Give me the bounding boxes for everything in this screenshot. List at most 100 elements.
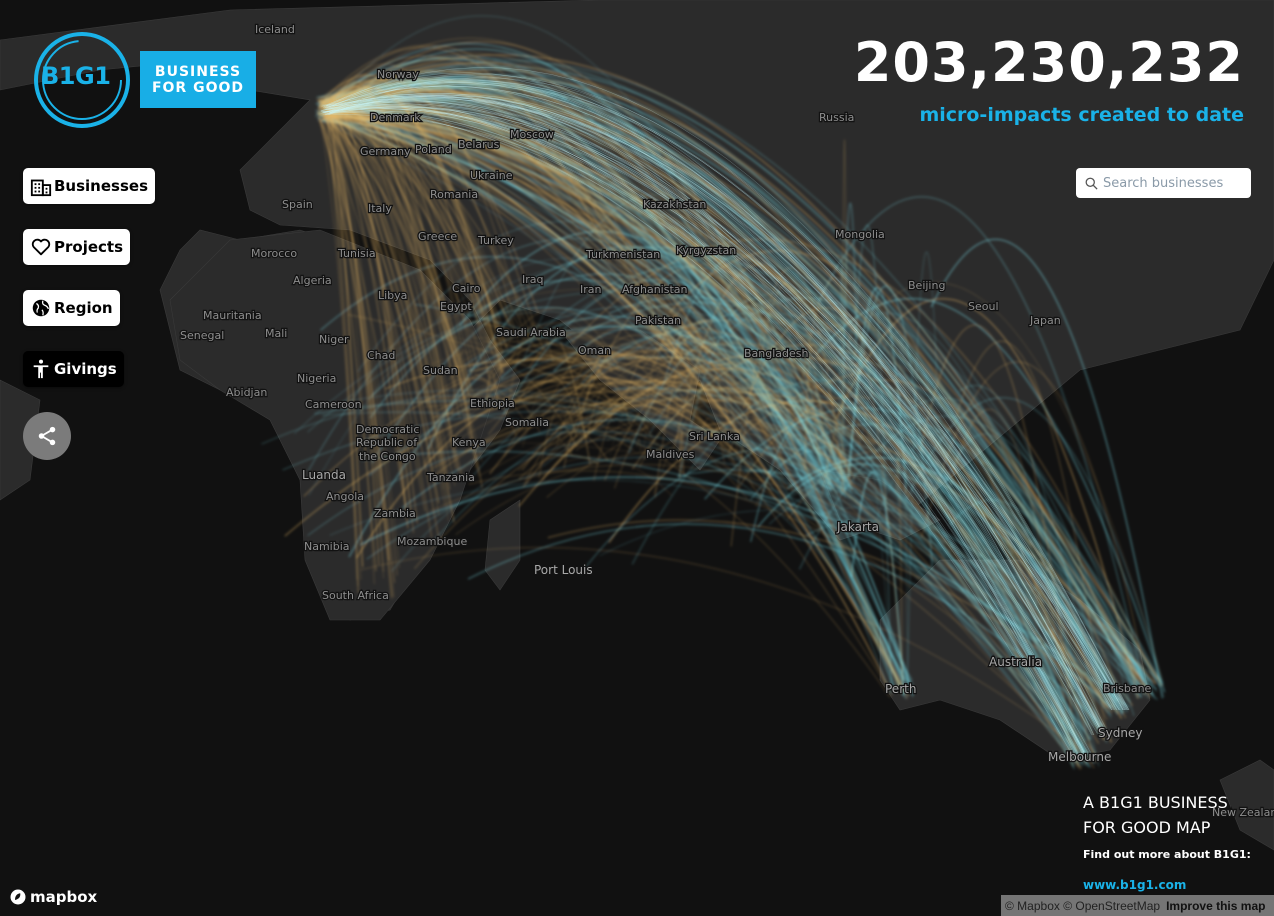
impact-arc <box>328 96 1087 761</box>
impact-arc <box>331 81 863 340</box>
impact-arc <box>604 385 711 481</box>
impact-arc <box>473 373 517 437</box>
impact-arc <box>328 91 838 346</box>
impact-arc <box>328 105 1078 761</box>
givings-button[interactable]: Givings <box>23 351 124 387</box>
place-label-romania: Romania <box>430 188 478 201</box>
building-icon <box>30 179 52 197</box>
impact-arc <box>327 103 870 361</box>
impact-arc <box>320 104 446 507</box>
impact-arc <box>485 371 499 408</box>
impact-arc <box>328 106 1096 761</box>
logo-line-2: FOR GOOD <box>151 79 245 96</box>
impact-counter: 203,230,232 micro-impacts created to dat… <box>744 28 1244 126</box>
share-button[interactable] <box>23 412 71 460</box>
impact-arc <box>327 79 1128 711</box>
impact-arc <box>323 85 1115 711</box>
attribution-text: © Mapbox © OpenStreetMap <box>1005 898 1161 913</box>
mapbox-logo[interactable]: mapbox <box>9 888 97 906</box>
impact-arc <box>674 334 690 370</box>
website-link[interactable]: www.b1g1.com <box>1083 878 1187 892</box>
impact-arc <box>330 112 445 396</box>
place-label-japan: Japan <box>1029 314 1061 327</box>
impact-arc <box>949 408 1073 767</box>
impact-arc <box>518 331 693 472</box>
impact-arc <box>447 361 577 447</box>
place-label-libya: Libya <box>378 289 407 302</box>
place-label-russia: Russia <box>819 111 854 124</box>
impact-arc <box>321 89 766 334</box>
impact-arc <box>433 389 835 418</box>
search-input[interactable] <box>1103 175 1248 191</box>
businesses-button[interactable]: Businesses <box>23 168 155 204</box>
impact-arc <box>322 106 1120 711</box>
info-title-line-2: FOR GOOD MAP <box>1083 818 1211 837</box>
impact-arc <box>742 307 860 409</box>
impact-arc <box>321 107 1130 711</box>
impact-arc <box>413 395 1108 720</box>
impact-arc <box>326 111 706 369</box>
person-icon <box>33 359 49 379</box>
impact-arc <box>324 96 1104 736</box>
impact-arc <box>499 332 744 478</box>
impact-arc <box>559 341 591 465</box>
place-label-kyrgyzstan: Kyrgyzstan <box>676 244 736 257</box>
place-labels: Iceland Norway Denmark Germany Poland Belarus… <box>179 22 1274 821</box>
impact-arc <box>422 381 620 465</box>
place-label-iraq: Iraq <box>522 273 544 286</box>
impact-arc <box>326 77 894 687</box>
place-label-egypt: Egypt <box>440 300 472 313</box>
impact-arc <box>551 369 615 413</box>
impact-arc <box>663 254 840 481</box>
impact-arc <box>327 118 537 351</box>
impact-arc <box>457 441 819 495</box>
b1g1-logo[interactable]: B1G1 BUSINESS FOR GOOD <box>30 30 260 130</box>
impact-arc <box>583 312 1160 687</box>
impact-arc <box>325 108 1107 736</box>
impact-arc <box>554 327 869 468</box>
logo-line-1: BUSINESS <box>154 63 242 80</box>
impact-arc <box>522 431 608 488</box>
impact-arc <box>329 98 1101 736</box>
mapbox-wordmark: mapbox <box>30 888 98 906</box>
impact-arc <box>307 431 1094 762</box>
impact-arc <box>518 454 599 480</box>
place-label-the-congo: the Congo <box>359 450 416 463</box>
impact-arc <box>644 428 817 477</box>
impact-arc <box>326 111 826 364</box>
impact-arc <box>854 224 892 694</box>
impact-arc <box>847 392 893 688</box>
impact-arc <box>329 109 1099 736</box>
projects-button[interactable]: Projects <box>23 229 131 265</box>
businesses-label: Businesses <box>54 177 148 195</box>
impact-arc <box>329 95 633 248</box>
impact-arc <box>326 83 891 693</box>
impact-arc <box>324 114 1120 711</box>
impact-arc <box>479 367 839 424</box>
impact-arc <box>325 86 707 363</box>
impact-arc <box>674 327 835 416</box>
impact-arc <box>332 110 770 323</box>
place-label-sudan: Sudan <box>423 364 458 377</box>
place-label-ukraine: Ukraine <box>470 169 513 182</box>
impact-arc <box>322 94 1092 736</box>
place-label-mozambique: Mozambique <box>397 535 467 548</box>
impact-arc <box>324 96 1086 761</box>
impact-arc <box>318 71 852 495</box>
impact-arc <box>317 116 426 512</box>
impact-arc <box>331 77 715 349</box>
impact-arc <box>594 368 791 419</box>
impact-arc <box>325 117 873 344</box>
impact-arc <box>324 80 1117 711</box>
impact-arc <box>324 107 1087 761</box>
impact-arc <box>513 361 794 446</box>
place-label-sydney: Sydney <box>1098 726 1142 740</box>
region-button[interactable]: Region <box>23 290 120 326</box>
search-box[interactable] <box>1076 168 1251 198</box>
impact-arc <box>322 111 1082 761</box>
impact-arc <box>321 97 754 317</box>
impact-arc <box>322 84 901 686</box>
impact-arc <box>323 106 395 598</box>
improve-map-link[interactable]: Improve this map <box>1166 898 1266 913</box>
